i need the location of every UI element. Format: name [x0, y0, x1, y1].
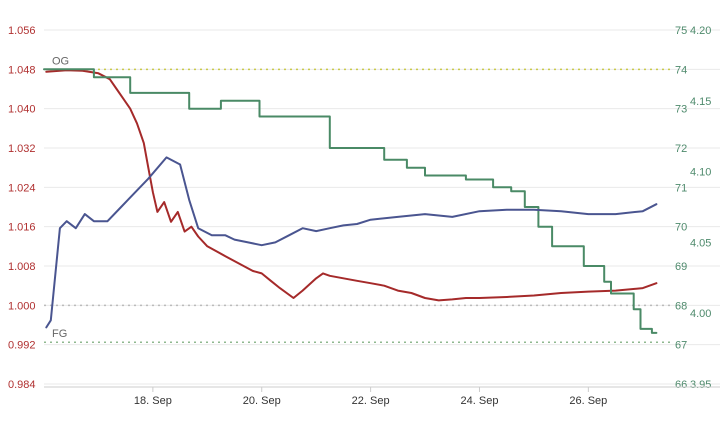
y-tick-gravity: 1.056 [8, 25, 36, 37]
y-tick-temperature: 71 [675, 182, 687, 194]
x-tick-label: 24. Sep [461, 395, 499, 407]
reference-lines: OG FG [44, 55, 670, 343]
x-tick-label: 18. Sep [134, 395, 172, 407]
x-tick-label: 20. Sep [243, 395, 281, 407]
y-tick-battery: 4.00 [690, 308, 711, 320]
y-tick-gravity: 1.048 [8, 64, 36, 76]
y-tick-gravity: 1.032 [8, 143, 36, 155]
series-line-temperature [43, 68, 658, 334]
y-tick-temperature: 66 [675, 379, 687, 391]
y-tick-battery: 4.15 [690, 96, 711, 108]
y-tick-gravity: 1.016 [8, 222, 36, 234]
y-tick-gravity: 1.008 [8, 261, 36, 273]
y-tick-temperature: 72 [675, 143, 687, 155]
y-tick-gravity: 0.984 [8, 379, 36, 391]
y-tick-temperature: 74 [675, 64, 687, 76]
y-tick-temperature: 75 [675, 25, 687, 37]
reference-line-label: FG [52, 328, 67, 340]
y-tick-temperature: 67 [675, 340, 687, 352]
y-tick-gravity: 1.024 [8, 182, 36, 194]
y-tick-battery: 4.20 [690, 25, 711, 37]
y-tick-temperature: 68 [675, 300, 687, 312]
gridlines [44, 29, 720, 385]
y-tick-gravity: 0.992 [8, 340, 36, 352]
x-tick-label: 22. Sep [352, 395, 390, 407]
y-tick-temperature: 69 [675, 261, 687, 273]
x-tick-label: 26. Sep [569, 395, 607, 407]
y-tick-gravity: 1.000 [8, 300, 36, 312]
y-tick-battery: 3.95 [690, 379, 711, 391]
y-tick-gravity: 1.040 [8, 104, 36, 116]
series-layer [43, 68, 658, 334]
reference-line-label: OG [52, 55, 69, 67]
y-tick-temperature: 73 [675, 104, 687, 116]
y-tick-temperature: 70 [675, 222, 687, 234]
series-line-gravity [45, 69, 658, 302]
axes: 1.056 1.048 1.040 1.032 1.024 1.016 1.008 1.000… [8, 25, 720, 407]
y-tick-battery: 4.10 [690, 167, 711, 179]
y-tick-battery: 4.05 [690, 237, 711, 249]
series-line-battery [45, 156, 658, 329]
